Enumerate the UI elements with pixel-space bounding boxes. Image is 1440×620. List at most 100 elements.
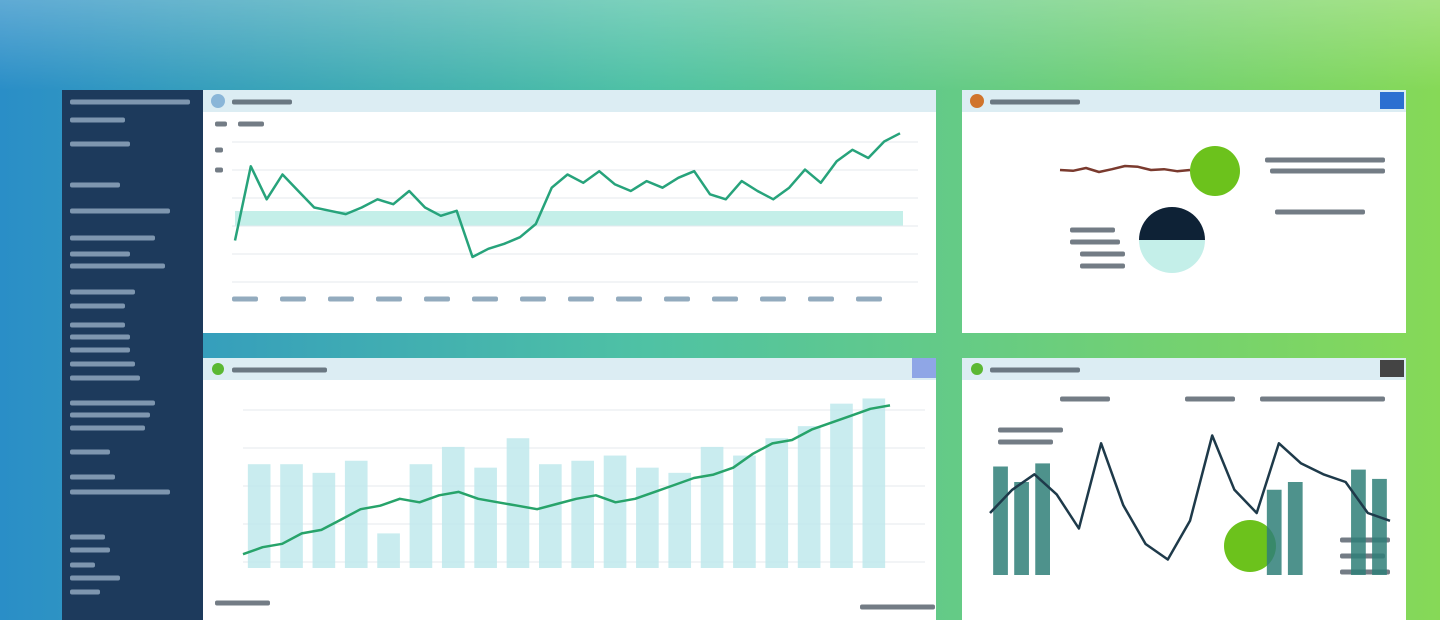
badge[interactable] (1224, 520, 1276, 572)
bar (539, 464, 562, 568)
bar (1287, 482, 1303, 575)
text-placeholder (215, 600, 270, 606)
bar (506, 438, 530, 568)
pie-slice (1139, 240, 1205, 273)
text-placeholder (616, 296, 642, 302)
text-placeholder (712, 296, 738, 302)
text-placeholder (70, 589, 100, 595)
text-placeholder (70, 474, 115, 480)
bar (797, 426, 821, 568)
line (1059, 164, 1191, 174)
text-placeholder (990, 367, 1080, 373)
line (233, 132, 901, 259)
bar (441, 446, 465, 568)
header-button[interactable] (1380, 360, 1404, 377)
text-placeholder (1080, 263, 1125, 269)
text-placeholder (70, 99, 190, 105)
bar (700, 446, 724, 568)
bar (409, 464, 433, 568)
text-placeholder (1275, 209, 1365, 215)
bar (1351, 469, 1366, 575)
header-button[interactable] (1380, 92, 1404, 109)
panel-header (203, 90, 936, 112)
text-placeholder (1265, 157, 1385, 163)
badge[interactable] (1190, 146, 1240, 196)
text-placeholder (998, 439, 1053, 445)
text-placeholder (70, 425, 145, 431)
charts (233, 132, 1391, 575)
text-placeholder (238, 121, 264, 127)
text-placeholder (232, 99, 292, 105)
text-placeholder (70, 141, 130, 147)
text-placeholder (472, 296, 498, 302)
text-placeholder (1185, 396, 1235, 402)
text-placeholder (1260, 396, 1385, 402)
bar (1014, 482, 1029, 575)
text-placeholder (232, 367, 327, 373)
text-placeholder (1060, 396, 1110, 402)
text-placeholder (70, 400, 155, 406)
panel-icon (971, 363, 983, 375)
panel-header (203, 358, 936, 380)
text-placeholder (70, 334, 130, 340)
text-placeholder (376, 296, 402, 302)
text-placeholder (1080, 251, 1125, 257)
bar (247, 464, 271, 568)
text-placeholder (232, 296, 258, 302)
background-glow (0, 0, 1440, 90)
text-placeholder (70, 235, 155, 241)
panel-header (962, 90, 1406, 112)
bar (733, 455, 756, 568)
bar (312, 472, 336, 568)
text-placeholder (215, 121, 227, 127)
bar (1266, 489, 1282, 575)
bar (280, 464, 303, 568)
panel-icon (212, 363, 224, 375)
text-placeholder (860, 604, 935, 610)
text-placeholder (70, 449, 110, 455)
text-placeholder (520, 296, 546, 302)
panel-icon (211, 94, 225, 108)
text-placeholder (1070, 227, 1115, 233)
text-placeholder (990, 99, 1080, 105)
bar (344, 460, 368, 568)
text-placeholder (70, 375, 140, 381)
panel-icon (970, 94, 984, 108)
panel-header (962, 358, 1406, 380)
header-button[interactable] (912, 358, 936, 378)
line (989, 434, 1391, 561)
bar (765, 438, 789, 568)
text-placeholder (70, 251, 130, 257)
text-placeholder (328, 296, 354, 302)
text-placeholder (998, 427, 1063, 433)
text-placeholder (215, 167, 223, 173)
text-placeholder (70, 534, 105, 540)
text-placeholder (70, 208, 170, 214)
bar (862, 398, 886, 568)
text-placeholder (70, 575, 120, 581)
text-placeholder (70, 562, 95, 568)
text-placeholder (70, 263, 165, 269)
bar (603, 455, 627, 568)
text-placeholder (215, 147, 223, 153)
text-placeholder (70, 412, 150, 418)
bar (1035, 463, 1050, 575)
text-placeholder (70, 117, 125, 123)
bar (636, 467, 659, 568)
bar (474, 467, 497, 568)
text-placeholder (70, 289, 135, 295)
bar (571, 460, 594, 568)
text-placeholder (70, 361, 135, 367)
text-placeholder (280, 296, 306, 302)
highlight-band (235, 211, 903, 226)
bar (993, 466, 1008, 575)
text-placeholder (70, 547, 110, 553)
text-placeholder (856, 296, 882, 302)
pie-slice (1139, 207, 1205, 240)
bar (1372, 478, 1387, 575)
bar (668, 472, 692, 568)
text-placeholder (424, 296, 450, 302)
text-placeholder (808, 296, 834, 302)
